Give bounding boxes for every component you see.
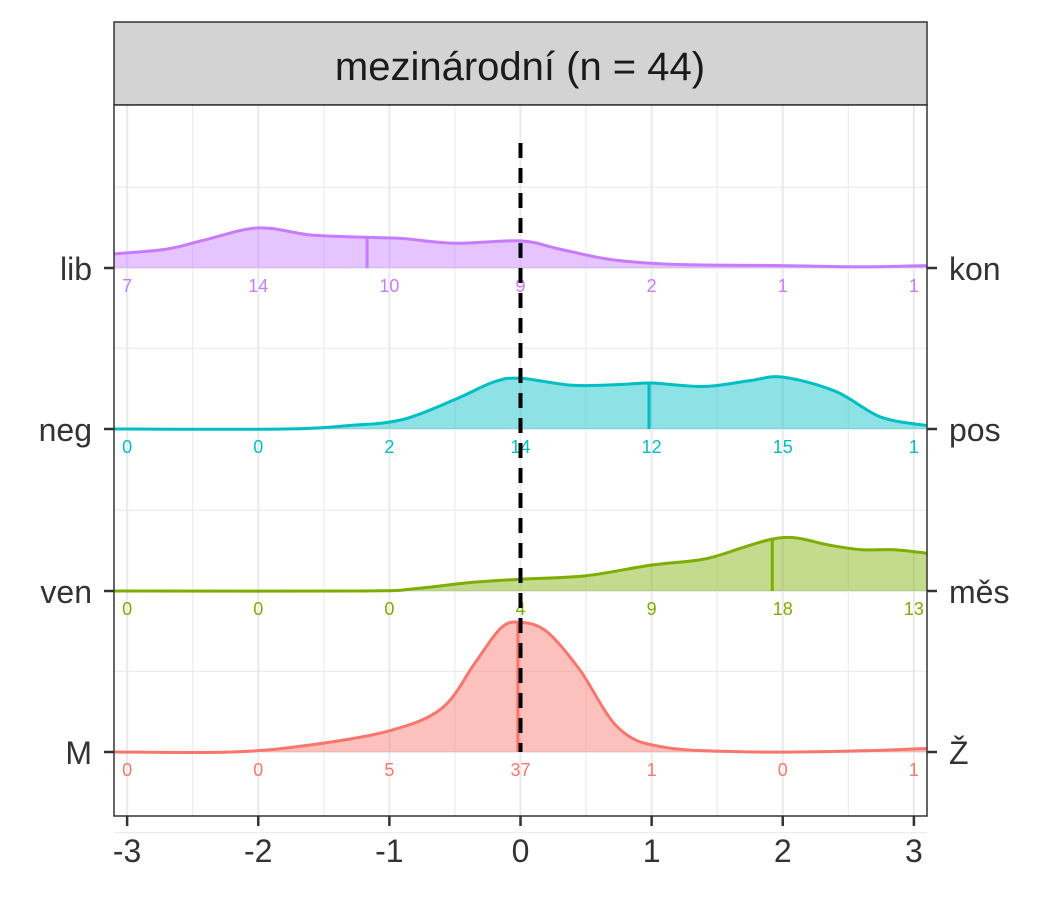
count-label: 18 bbox=[773, 599, 793, 619]
strip-background bbox=[113, 21, 928, 106]
y-label-left-neg: neg bbox=[39, 412, 92, 448]
count-label: 2 bbox=[647, 276, 657, 296]
y-label-left-ven: ven bbox=[40, 574, 92, 610]
count-label: 1 bbox=[909, 276, 919, 296]
count-label: 0 bbox=[122, 599, 132, 619]
count-label: 15 bbox=[773, 437, 793, 457]
y-label-left-lib: lib bbox=[60, 251, 92, 287]
count-label: 0 bbox=[253, 599, 263, 619]
x-tick-label: -1 bbox=[375, 833, 403, 869]
count-label: 1 bbox=[909, 437, 919, 457]
y-label-right-Ž: Ž bbox=[949, 735, 969, 771]
chart-title: mezinárodní (n = 44) bbox=[335, 45, 705, 89]
y-label-left-M: M bbox=[65, 735, 92, 771]
density-area-ven bbox=[114, 537, 927, 592]
count-label: 4 bbox=[515, 599, 525, 619]
count-label: 0 bbox=[122, 760, 132, 780]
count-label: 2 bbox=[384, 437, 394, 457]
count-label: 12 bbox=[642, 437, 662, 457]
count-label: 0 bbox=[122, 437, 132, 457]
count-label: 0 bbox=[384, 599, 394, 619]
density-line-neg bbox=[113, 375, 928, 431]
x-tick-label: -2 bbox=[244, 833, 272, 869]
density-area-M bbox=[114, 621, 927, 753]
count-label: 7 bbox=[122, 276, 132, 296]
count-label: 1 bbox=[909, 760, 919, 780]
count-label: 9 bbox=[647, 599, 657, 619]
count-label: 13 bbox=[904, 599, 924, 619]
x-tick-label: 3 bbox=[905, 833, 923, 869]
count-label: 10 bbox=[379, 276, 399, 296]
count-label: 0 bbox=[253, 760, 263, 780]
y-label-right-kon: kon bbox=[949, 251, 1001, 287]
x-tick-label: -3 bbox=[113, 833, 141, 869]
density-line-lib bbox=[113, 226, 928, 269]
count-label: 0 bbox=[778, 760, 788, 780]
count-label: 1 bbox=[778, 276, 788, 296]
count-label: 14 bbox=[248, 276, 268, 296]
x-tick-label: 0 bbox=[512, 833, 530, 869]
density-line-ven bbox=[113, 535, 928, 593]
y-label-right-měs: měs bbox=[949, 574, 1009, 610]
x-tick-label: 2 bbox=[774, 833, 792, 869]
y-label-right-pos: pos bbox=[949, 412, 1001, 448]
count-label: 9 bbox=[515, 276, 525, 296]
count-label: 1 bbox=[647, 760, 657, 780]
count-label: 5 bbox=[384, 760, 394, 780]
count-label: 37 bbox=[510, 760, 530, 780]
x-tick-label: 1 bbox=[643, 833, 661, 869]
count-label: 0 bbox=[253, 437, 263, 457]
